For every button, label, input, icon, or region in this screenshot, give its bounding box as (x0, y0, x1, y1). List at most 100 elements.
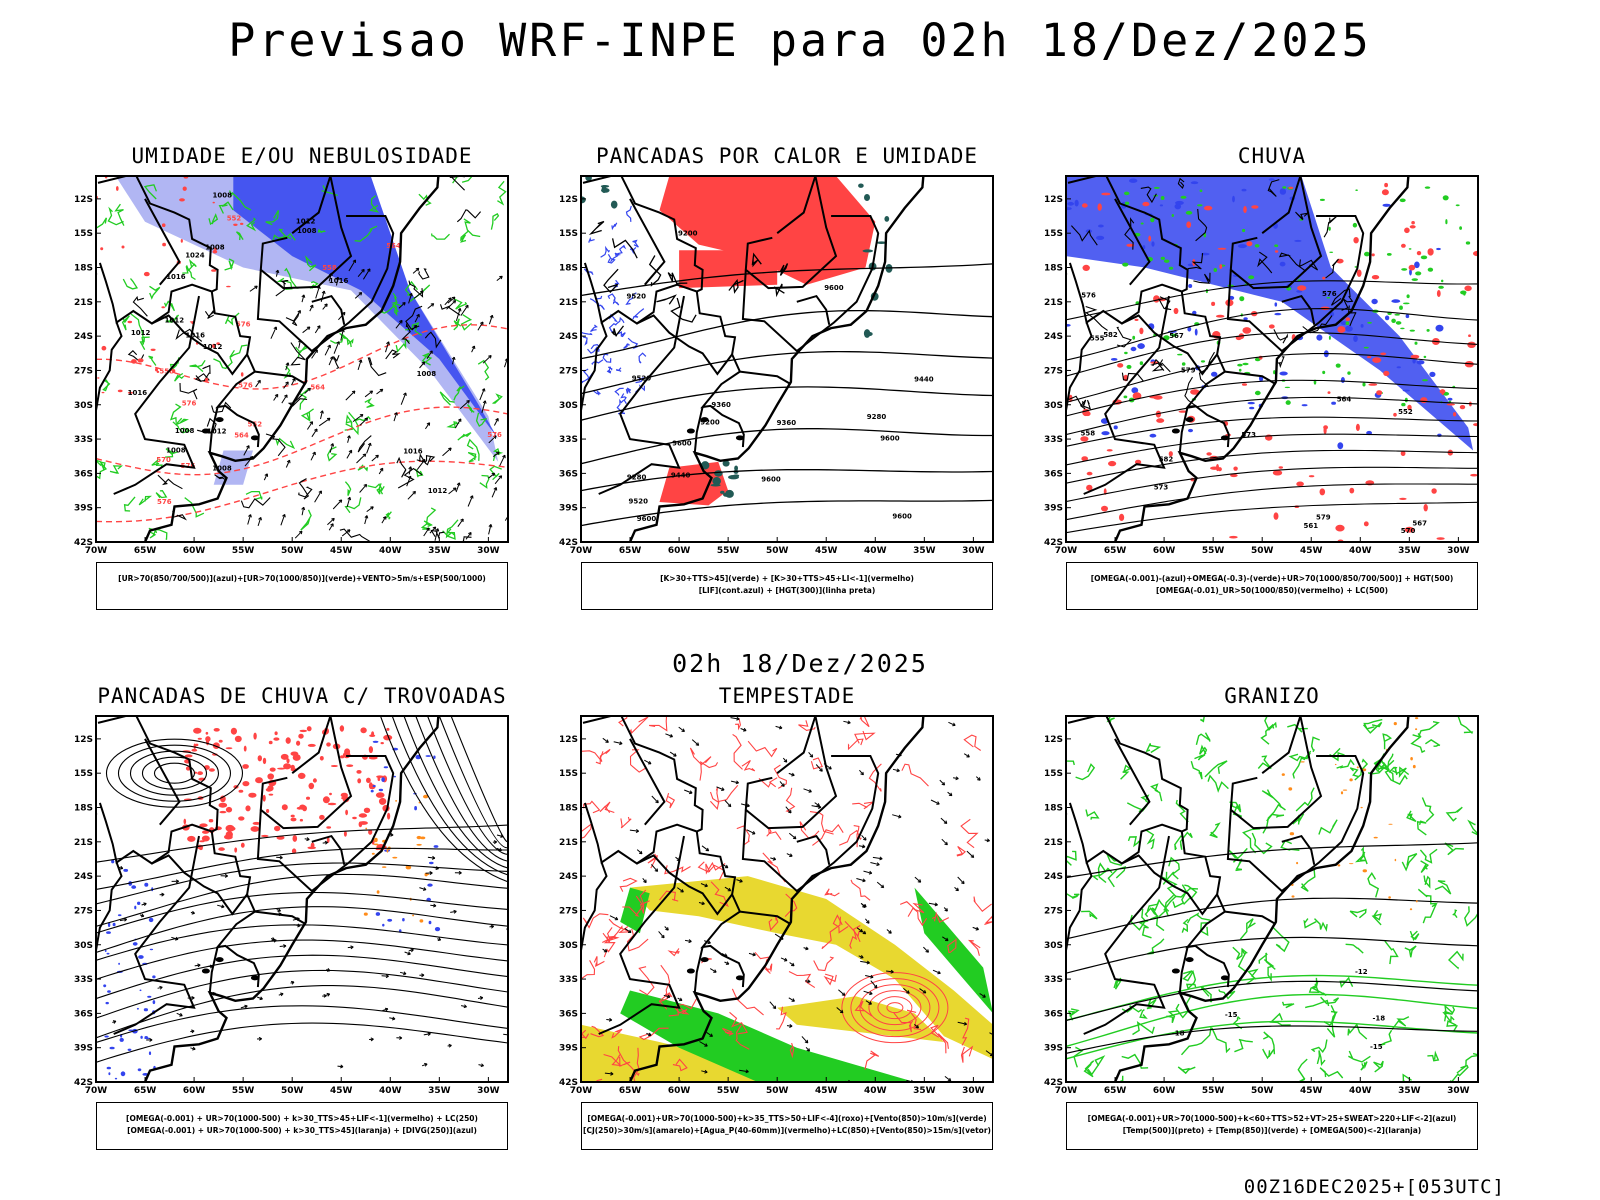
y-tick-label: 30S (1044, 401, 1063, 411)
storm-blue-blob (433, 845, 439, 848)
storm-red-blob (234, 847, 238, 853)
temp850-green-contour (1081, 910, 1098, 920)
temp500-black-contour (1066, 842, 1478, 879)
humidity-green-contour (139, 336, 146, 351)
wind850-vector (736, 879, 743, 883)
political-border (1180, 291, 1230, 448)
y-tick-label: 12S (559, 195, 578, 205)
wind850-vector (716, 786, 725, 791)
instability-teal-blob (734, 465, 738, 471)
wind850-vector (678, 726, 685, 732)
contour-label: 579 (1181, 367, 1196, 375)
wind850-vector (636, 849, 643, 855)
wind850-vector (903, 988, 910, 994)
coastline (628, 176, 925, 542)
wind-vector (294, 530, 303, 539)
hgt500-black-contour (1066, 466, 1478, 503)
wind850-vector-head (860, 955, 864, 959)
wind-vector (479, 388, 485, 401)
wind-vector-head (321, 290, 326, 295)
omega-green-blob (1445, 219, 1448, 225)
humidity-green-contour (460, 230, 469, 243)
wind-vector (275, 269, 279, 277)
rain-red-blob (1322, 276, 1326, 280)
omega-blue-blob (1188, 284, 1193, 288)
streamline-black (96, 985, 508, 1039)
contour-label: 570 (156, 456, 171, 464)
rain-red-blob (1242, 327, 1252, 334)
contour-label: 552 (1398, 408, 1413, 416)
x-tick-label: 35W (428, 546, 451, 556)
storm-blue-blob (140, 1035, 143, 1039)
thickness-red-blob (214, 247, 218, 251)
hgt500-black-contour (1195, 208, 1208, 242)
storm-red-blob (208, 768, 215, 772)
storm-orange-blob (412, 914, 415, 917)
wind850-vector (811, 805, 822, 808)
wind850-vector-head (789, 853, 793, 857)
rain-red-blob (1153, 395, 1163, 400)
wind-vector (285, 362, 289, 371)
wind-vector (419, 361, 425, 369)
temp850-green-contour (1314, 918, 1328, 932)
streamline-black (96, 1005, 508, 1044)
water-red-contour (812, 823, 844, 846)
panel-chuva: CHUVA 582 582 579 576 573 573 570 567 564 561 558 55… (1042, 140, 1502, 620)
temp850-green-contour (1318, 819, 1338, 835)
political-border (741, 755, 880, 893)
wind-vector (412, 267, 420, 274)
x-tick-label: 40W (379, 546, 402, 556)
x-tick-label: 40W (864, 1086, 887, 1096)
wind850-vector (785, 806, 792, 814)
wind-vector (393, 412, 398, 422)
wind-vector (320, 290, 325, 302)
streamline-black (129, 750, 220, 796)
wind-vector (329, 443, 334, 453)
storm-red-blob (330, 765, 338, 767)
storm-red-blob (319, 814, 325, 820)
water-red-contour (852, 801, 874, 810)
temp850-green-contour (1316, 1050, 1326, 1067)
storm-blue-blob (375, 912, 381, 916)
temp850-green-contour (1349, 767, 1359, 778)
x-tick-label: 60W (1153, 546, 1176, 556)
thickness-red-blob (156, 370, 160, 373)
wind-vector-head (275, 269, 280, 274)
humidity-green-contour (345, 411, 359, 436)
omega-green-blob (1423, 355, 1427, 359)
omega-green-blob (1322, 370, 1326, 375)
omega-blue-area (1066, 176, 1474, 451)
contour-label: 561 (1304, 522, 1319, 530)
wind850-vector-head (847, 720, 851, 725)
wind-vector-head (509, 511, 512, 514)
storm-red-blob (387, 812, 391, 820)
hgt300-black-contour (581, 386, 993, 421)
wind-vector-head (491, 472, 496, 477)
political-border (636, 314, 733, 376)
lif-blue-contour (581, 331, 593, 336)
omega-green-blob (1364, 251, 1370, 257)
rain-red-blob (1384, 182, 1388, 188)
wind-vector-head (254, 285, 258, 290)
hgt500-black-contour (1066, 433, 1478, 466)
wind-vector (459, 400, 470, 410)
political-border (311, 294, 346, 325)
wind-vector-head (416, 313, 420, 318)
wind850-vector (870, 862, 880, 866)
streamline-arrow-head (463, 1004, 467, 1009)
temp850-green-contour (1371, 910, 1382, 926)
omega-blue-blob (1174, 203, 1182, 210)
streamline-black (415, 716, 508, 862)
storm-red-blob (193, 727, 202, 734)
water-red-contour (674, 1006, 690, 1015)
omega-blue-blob (1402, 389, 1410, 392)
water-red-contour (930, 1024, 943, 1040)
humidity-green-contour (453, 298, 468, 310)
thickness-red-blob (212, 343, 216, 349)
temp850-green-contour (1132, 1020, 1155, 1036)
wind-vector-head (330, 523, 334, 527)
storm-blue-blob (132, 942, 138, 946)
water-red-contour (735, 1024, 750, 1050)
rain-red-blob (1086, 471, 1093, 476)
wind850-vector (801, 1036, 809, 1044)
